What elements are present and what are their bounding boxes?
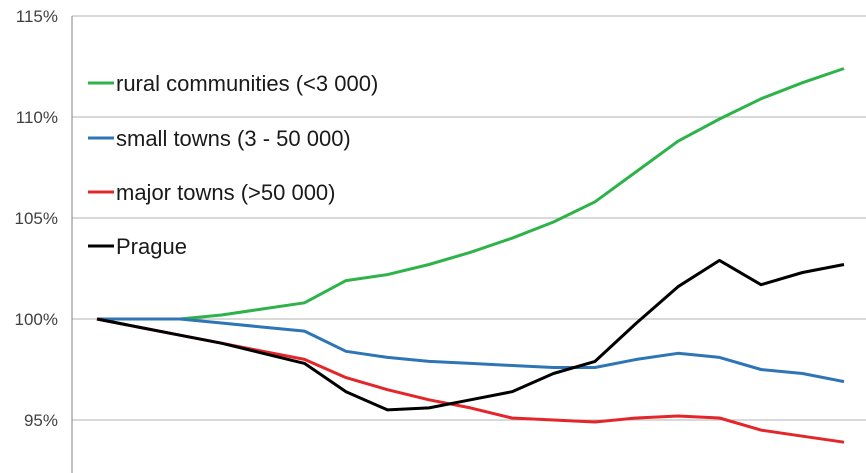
y-tick-label: 95%	[24, 411, 58, 430]
legend-label: rural communities (<3 000)	[116, 71, 378, 96]
legend: rural communities (<3 000) small towns (3…	[88, 71, 378, 259]
series-line	[97, 317, 845, 384]
series-line	[96, 258, 845, 412]
y-tick-label: 110%	[16, 108, 58, 127]
series-lines	[96, 67, 845, 444]
legend-label: Prague	[116, 234, 187, 259]
series-line	[96, 317, 845, 444]
series-line	[97, 67, 845, 321]
legend-item: small towns (3 - 50 000)	[88, 126, 351, 151]
y-tick-label: 100%	[15, 310, 58, 329]
y-axis: 95% 100% 105% 110% 115%	[15, 7, 58, 430]
gridlines	[72, 15, 866, 421]
legend-item: rural communities (<3 000)	[88, 71, 378, 96]
legend-item: major towns (>50 000)	[88, 180, 336, 205]
legend-label: small towns (3 - 50 000)	[116, 126, 351, 151]
y-tick-label: 105%	[15, 209, 58, 228]
legend-label: major towns (>50 000)	[116, 180, 336, 205]
y-tick-label: 115%	[16, 7, 58, 26]
legend-item: Prague	[88, 234, 187, 259]
